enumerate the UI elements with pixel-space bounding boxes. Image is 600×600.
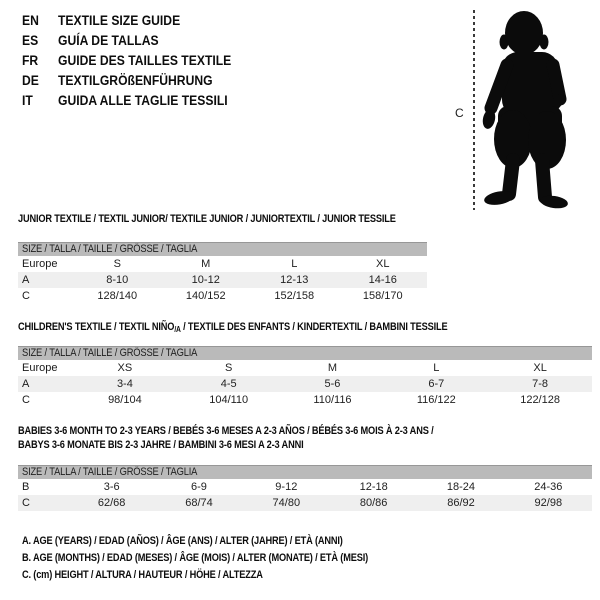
age-cell: 18-24: [446, 481, 476, 493]
height-cell: 110/116: [313, 394, 352, 406]
footnote-age-months: B. AGE (MONTHS) / EDAD (MESES) / ÂGE (MO…: [22, 552, 369, 564]
height-measure-label: C: [455, 106, 464, 120]
age-cell: 6-9: [191, 481, 207, 493]
size-cell: M: [201, 258, 211, 270]
junior-size-bar: SIZE / TALLA / TAILLE / GRÖSSE / TAGLIA: [18, 242, 427, 256]
lang-label: GUÍA DE TALLAS: [58, 33, 159, 48]
height-cell: 116/122: [416, 394, 456, 406]
junior-size-table: Europe S M L XL A 8-10 10-12 12-13 14-16…: [18, 256, 427, 304]
size-bar-label: SIZE / TALLA / TAILLE / GRÖSSE / TAGLIA: [22, 347, 198, 359]
size-cell: XS: [117, 362, 133, 374]
lang-code: DE: [22, 73, 39, 88]
table-row-europe: Europe S M L XL: [18, 256, 427, 272]
height-cell: 152/158: [274, 290, 315, 302]
height-cell: 68/74: [155, 495, 243, 511]
age-cell: 9-12: [275, 481, 298, 493]
language-title-list: EN TEXTILE SIZE GUIDE ES GUÍA DE TALLAS FR…: [22, 11, 231, 111]
age-cell: 6-7: [384, 376, 489, 392]
age-cell: 10-12: [161, 272, 250, 288]
age-cell: 3-6: [103, 481, 120, 493]
height-cell: 86/92: [417, 495, 505, 511]
height-cell: 92/98: [504, 495, 592, 511]
lang-row-de: DE TEXTILGRÖßENFÜHRUNG: [22, 71, 231, 91]
height-measure-dashed-line: [473, 10, 475, 210]
lang-code: FR: [22, 53, 39, 68]
babies-title-line1: BABIES 3-6 MONTH TO 2-3 YEARS / BEBÉS 3-…: [18, 425, 434, 437]
lang-label: TEXTILE SIZE GUIDE: [58, 13, 181, 28]
babies-table-title: BABIES 3-6 MONTH TO 2-3 YEARS / BEBÉS 3-…: [18, 424, 434, 452]
babies-size-bar: SIZE / TALLA / TAILLE / GRÖSSE / TAGLIA: [18, 465, 592, 479]
row-label: C: [18, 495, 68, 511]
lang-label: GUIDA ALLE TAGLIE TESSILI: [58, 93, 228, 108]
table-row-height: C 62/68 68/74 74/80 80/86 86/92 92/98: [18, 495, 592, 511]
age-cell: 12-13: [250, 272, 339, 288]
size-bar-label: SIZE / TALLA / TAILLE / GRÖSSE / TAGLIA: [22, 243, 198, 255]
height-cell: 80/86: [329, 495, 418, 511]
height-cell: 128/140: [97, 290, 138, 302]
row-label: Europe: [22, 258, 58, 270]
lang-row-es: ES GUÍA DE TALLAS: [22, 31, 231, 51]
children-table-title: CHILDREN'S TEXTILE / TEXTIL NIÑO/A / TEX…: [18, 320, 448, 337]
row-label: B: [22, 481, 30, 493]
height-cell: 122/128: [520, 394, 560, 406]
age-cell: 14-16: [338, 272, 427, 288]
footnote-legend: A. AGE (YEARS) / EDAD (AÑOS) / ÂGE (ANS)…: [22, 533, 434, 584]
footnote-age-years: A. AGE (YEARS) / EDAD (AÑOS) / ÂGE (ANS)…: [22, 535, 343, 547]
size-cell: M: [327, 362, 338, 374]
lang-row-fr: FR GUIDE DES TAILLES TEXTILE: [22, 51, 231, 71]
age-cell: 7-8: [488, 376, 592, 392]
size-bar-label: SIZE / TALLA / TAILLE / GRÖSSE / TAGLIA: [22, 466, 198, 478]
lang-row-it: IT GUIDA ALLE TAGLIE TESSILI: [22, 91, 231, 111]
junior-table-title: JUNIOR TEXTILE / TEXTIL JUNIOR/ TEXTILE …: [18, 213, 396, 225]
children-title-subscript: /A: [174, 325, 181, 334]
lang-row-en: EN TEXTILE SIZE GUIDE: [22, 11, 231, 31]
lang-code: IT: [22, 93, 33, 108]
height-cell: 74/80: [242, 495, 330, 511]
height-cell: 98/104: [108, 394, 142, 406]
row-label: C: [22, 394, 30, 406]
age-cell: 3-4: [73, 376, 177, 392]
size-cell: XL: [376, 258, 390, 270]
children-title-prefix: CHILDREN'S TEXTILE / TEXTIL NIÑO: [18, 321, 175, 333]
table-row-age-months: B 3-6 6-9 9-12 12-18 18-24 24-36: [18, 479, 592, 495]
size-cell: L: [433, 362, 440, 374]
table-row-height: C 98/104 104/110 110/116 116/122 122/128: [18, 392, 592, 408]
babies-title-line2: BABYS 3-6 MONATE BIS 2-3 JAHRE / BAMBINI…: [18, 439, 304, 451]
size-cell: S: [225, 362, 233, 374]
table-row-height: C 128/140 140/152 152/158 158/170: [18, 288, 427, 304]
size-cell: XL: [533, 362, 547, 374]
row-label: Europe: [22, 362, 58, 374]
lang-code: ES: [22, 33, 39, 48]
lang-label: TEXTILGRÖßENFÜHRUNG: [58, 73, 213, 88]
age-cell: 8-10: [73, 272, 162, 288]
age-cell: 12-18: [359, 481, 388, 493]
row-label: A: [18, 376, 73, 392]
table-row-age: A 3-4 4-5 5-6 6-7 7-8: [18, 376, 592, 392]
age-cell: 4-5: [176, 376, 281, 392]
age-cell: 5-6: [280, 376, 385, 392]
size-cell: S: [113, 258, 121, 270]
children-size-table: Europe XS S M L XL A 3-4 4-5 5-6 6-7 7-8…: [18, 360, 592, 408]
lang-label: GUIDE DES TAILLES TEXTILE: [58, 53, 232, 68]
height-cell: 158/170: [362, 290, 403, 302]
height-cell: 62/68: [68, 495, 156, 511]
height-cell: 104/110: [209, 394, 249, 406]
footnote-height: C. (cm) HEIGHT / ALTURA / HAUTEUR / HÖHE…: [22, 569, 263, 581]
babies-size-table: B 3-6 6-9 9-12 12-18 18-24 24-36 C 62/68…: [18, 479, 592, 511]
size-cell: L: [291, 258, 298, 270]
age-cell: 24-36: [534, 481, 563, 493]
children-size-bar: SIZE / TALLA / TAILLE / GRÖSSE / TAGLIA: [18, 346, 592, 360]
toddler-silhouette-image: [482, 11, 568, 209]
table-row-europe: Europe XS S M L XL: [18, 360, 592, 376]
row-label: C: [22, 290, 30, 302]
row-label: A: [18, 272, 73, 288]
table-row-age: A 8-10 10-12 12-13 14-16: [18, 272, 427, 288]
lang-code: EN: [22, 13, 39, 28]
height-cell: 140/152: [185, 290, 226, 302]
children-title-suffix: / TEXTILE DES ENFANTS / KINDERTEXTIL / B…: [180, 321, 448, 333]
